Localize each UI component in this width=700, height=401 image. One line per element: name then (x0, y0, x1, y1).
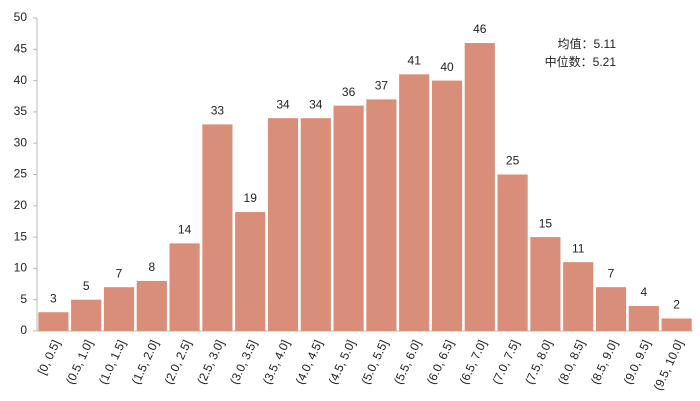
value-label: 34 (309, 97, 323, 111)
value-label: 2 (673, 298, 680, 312)
y-tick-label: 0 (20, 323, 27, 337)
x-tick-label: (7.0, 7.5] (489, 338, 522, 387)
value-label: 19 (244, 191, 258, 205)
value-label: 8 (148, 260, 155, 274)
value-label: 36 (342, 85, 356, 99)
bar (300, 118, 331, 331)
value-label: 33 (211, 104, 225, 118)
bar (333, 105, 364, 331)
x-tick-label: (9.0, 9.5] (621, 338, 654, 387)
x-tick-label: (5.5, 6.0] (391, 338, 424, 387)
bar (563, 262, 594, 331)
value-label: 11 (572, 241, 585, 255)
y-tick-label: 20 (14, 198, 28, 212)
value-label: 41 (408, 54, 422, 68)
bar (497, 174, 528, 331)
bar (431, 80, 463, 331)
value-label: 3 (50, 291, 57, 305)
bar (530, 237, 561, 331)
bar (464, 43, 495, 331)
y-tick-label: 50 (14, 10, 28, 24)
x-tick-label: (8.0, 8.5] (555, 338, 588, 387)
value-label: 46 (473, 22, 487, 36)
value-label: 14 (178, 223, 192, 237)
bar (169, 243, 200, 331)
annotation: 中位数：5.21 (545, 54, 617, 69)
bar (235, 212, 266, 331)
y-tick-label: 25 (14, 167, 28, 181)
x-tick-label: (2.0, 2.5] (161, 338, 194, 387)
value-label: 34 (276, 97, 290, 111)
value-label: 7 (608, 266, 615, 280)
y-tick-label: 45 (14, 41, 28, 55)
x-tick-label: (4.5, 5.0] (325, 338, 358, 387)
value-label: 15 (539, 216, 553, 230)
value-label: 25 (506, 154, 520, 168)
x-tick-label: (3.5, 4.0] (260, 338, 293, 387)
value-label: 37 (375, 79, 389, 93)
bar (202, 124, 233, 331)
bar (267, 118, 299, 331)
x-tick-label: (1.0, 1.5] (96, 338, 129, 387)
value-label: 4 (640, 285, 647, 299)
x-tick-label: (4.0, 4.5] (293, 338, 326, 387)
x-tick-label: (1.5, 2.0] (129, 338, 162, 387)
bar (628, 305, 659, 331)
x-tick-label: (3.0, 3.5] (227, 338, 260, 387)
x-tick-label: (9.5, 10.0] (651, 338, 687, 393)
x-tick-label: (0.5, 1.0] (63, 338, 96, 387)
y-tick-label: 40 (14, 73, 28, 87)
bar (595, 287, 627, 331)
annotation: 均值：5.11 (558, 36, 617, 51)
x-tick-label: (5.0, 5.5] (358, 338, 391, 387)
x-tick-label: (2.5, 3.0] (194, 338, 227, 387)
y-tick-label: 5 (20, 292, 27, 306)
bar (661, 318, 692, 331)
y-tick-label: 15 (14, 229, 28, 243)
bar (366, 99, 397, 331)
bar (38, 312, 69, 331)
x-tick-label: (7.5, 8.0] (522, 338, 555, 387)
x-tick-label: (6.0, 6.5] (424, 338, 457, 387)
value-label: 5 (83, 279, 90, 293)
y-tick-label: 10 (14, 261, 28, 275)
x-tick-label: (8.5, 9.0] (588, 338, 621, 387)
value-label: 7 (116, 266, 123, 280)
y-tick-label: 35 (14, 104, 28, 118)
y-tick-label: 30 (14, 135, 28, 149)
x-tick-label: [0, 0.5] (35, 338, 63, 377)
bar (103, 287, 135, 331)
bar (136, 280, 167, 331)
bar (399, 74, 430, 331)
x-tick-label: (6.5, 7.0] (457, 338, 490, 387)
bar (71, 299, 102, 331)
value-label: 40 (440, 60, 454, 74)
